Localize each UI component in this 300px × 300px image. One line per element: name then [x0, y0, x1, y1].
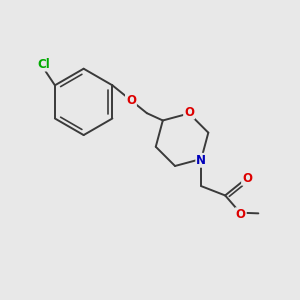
Text: O: O [126, 94, 136, 107]
Text: N: N [196, 154, 206, 167]
Text: O: O [184, 106, 194, 118]
Text: O: O [236, 208, 246, 221]
Text: Cl: Cl [37, 58, 50, 70]
Text: O: O [242, 172, 252, 185]
